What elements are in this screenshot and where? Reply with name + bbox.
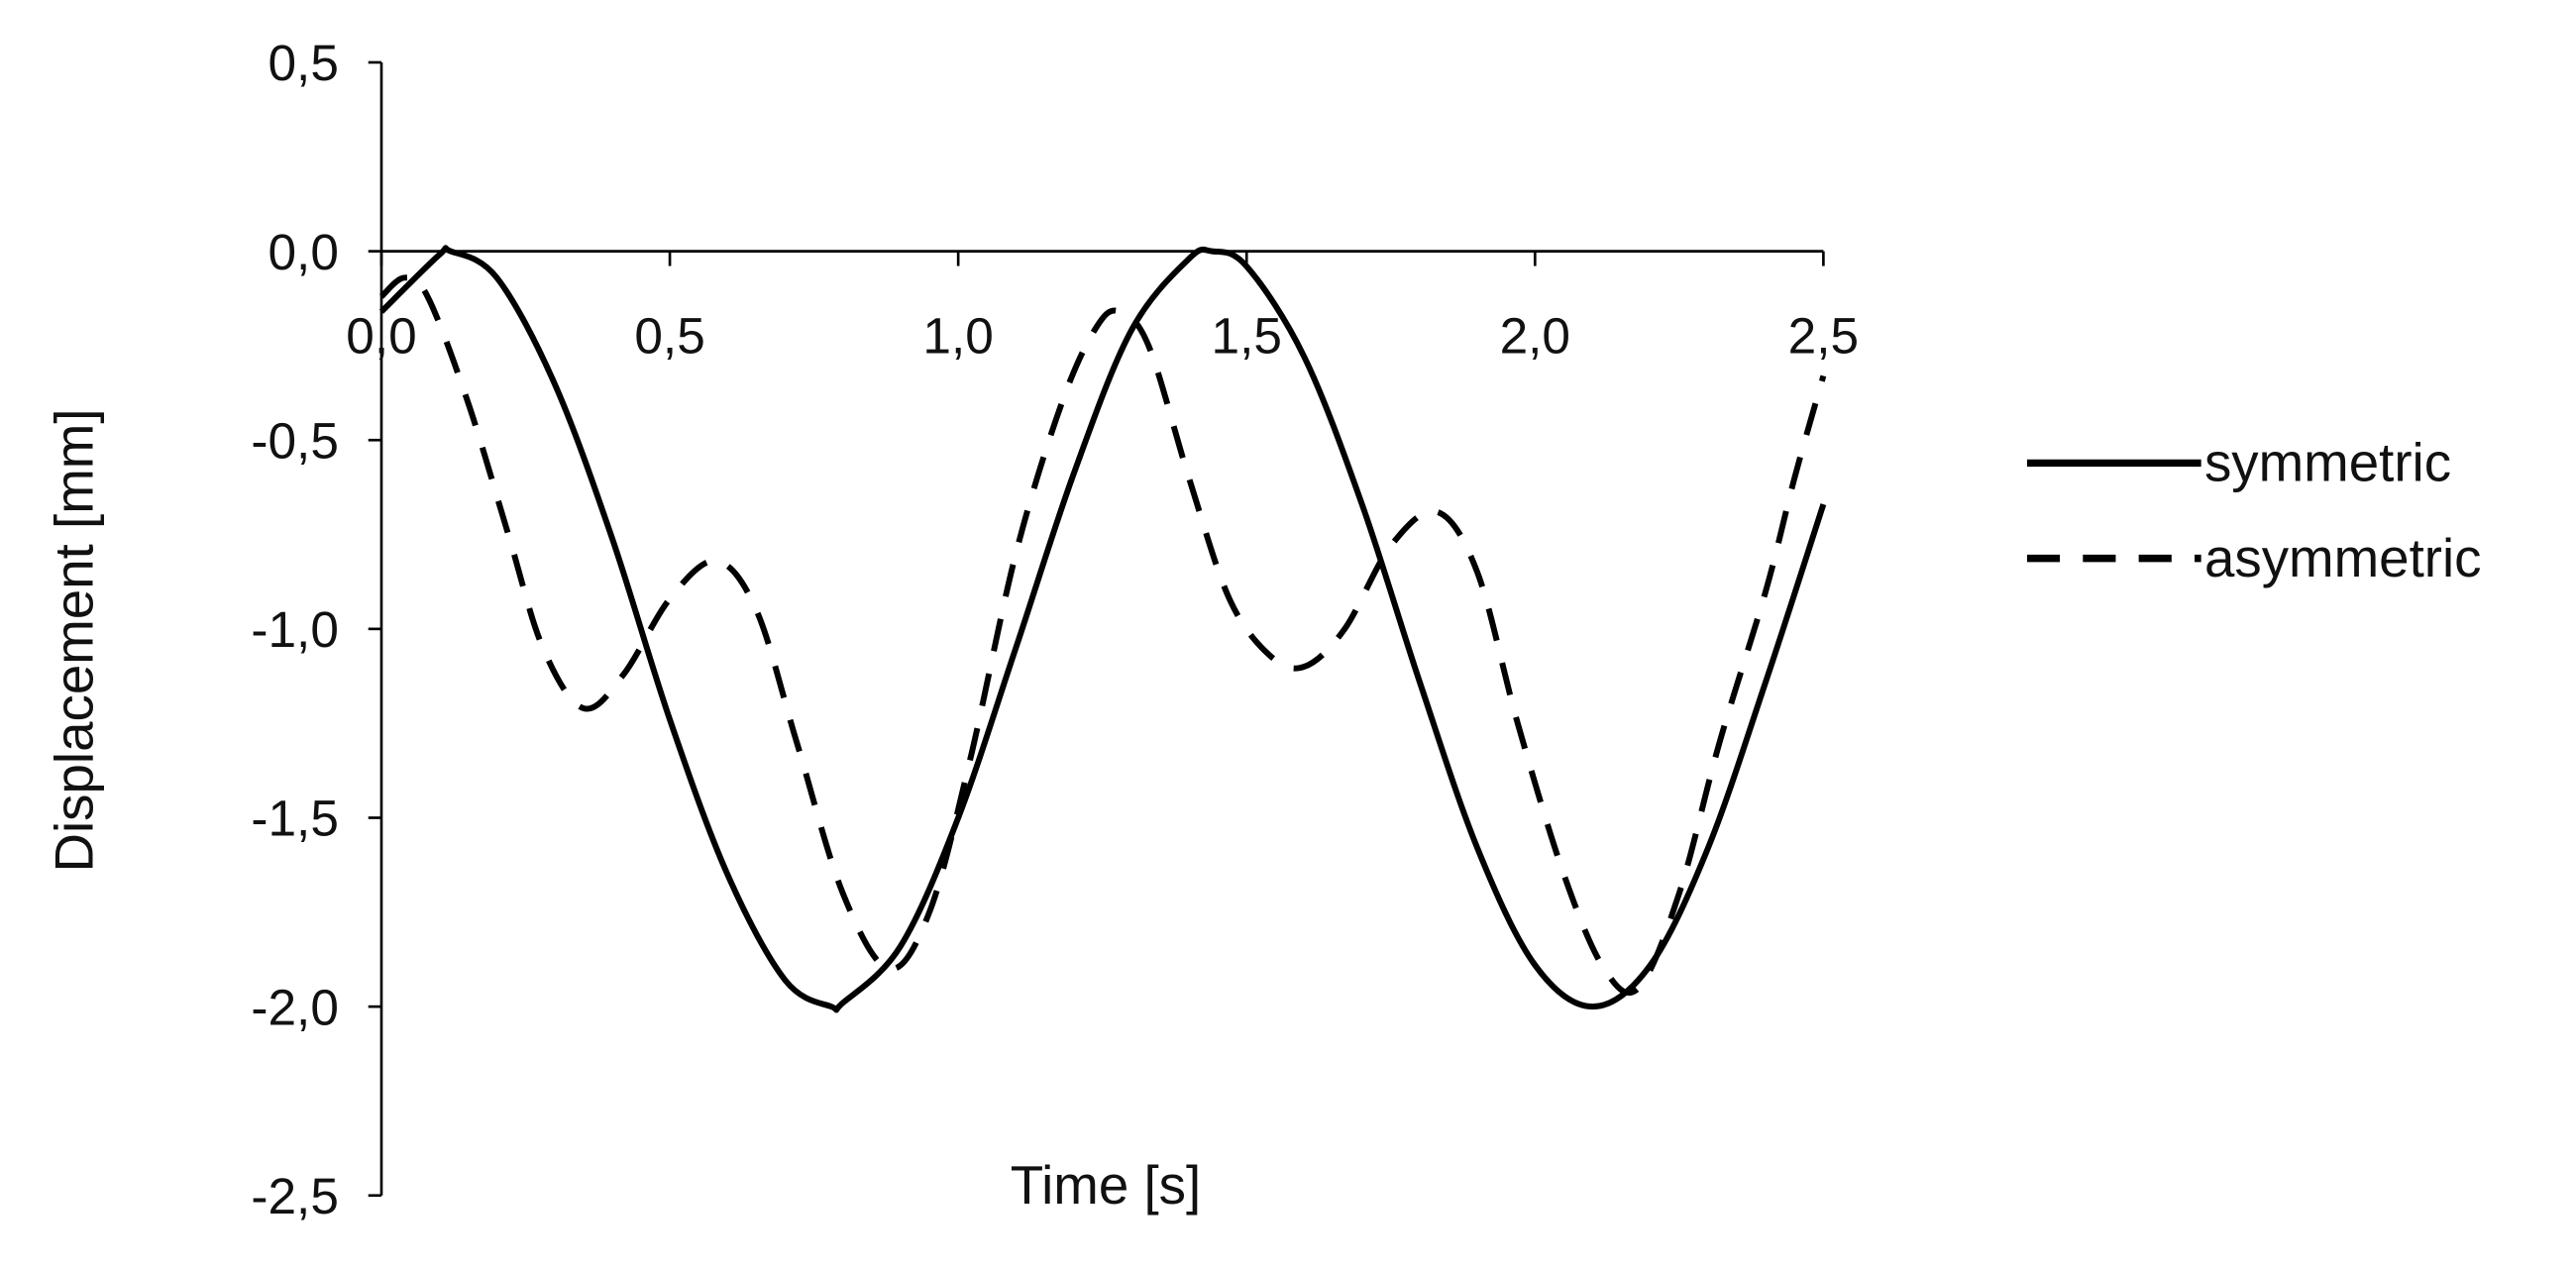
y-tick-label: -1,5: [251, 790, 339, 847]
series-line-asymmetric: [378, 274, 1827, 997]
y-tick-label: -0,5: [251, 411, 339, 469]
legend: symmetric asymmetric: [2026, 432, 2482, 588]
series-layer: [378, 245, 1827, 1013]
y-axis-title: Displacement [mm]: [43, 408, 104, 872]
y-tick-label: -1,0: [251, 600, 339, 658]
x-axis-title: Time [s]: [1011, 1154, 1201, 1216]
x-tick-label: 2,5: [1788, 306, 1859, 364]
legend-label-asymmetric: asymmetric: [2204, 527, 2482, 588]
y-tick-label: -2,0: [251, 978, 339, 1035]
x-tick-label: 2,0: [1500, 306, 1570, 364]
x-tick-label: 1,5: [1212, 306, 1282, 364]
x-tick-label: 0,5: [634, 306, 704, 364]
y-tick-label: 0,5: [268, 34, 338, 91]
y-tick-label: 0,0: [268, 223, 338, 280]
x-tick-label: 1,0: [922, 306, 993, 364]
axes-layer: 0,50,0-0,5-1,0-1,5-2,0-2,50,0 0,5 1,0 1,5 2,…: [251, 34, 1859, 1224]
x-tick-label: 0,0: [346, 306, 416, 364]
legend-label-symmetric: symmetric: [2204, 432, 2451, 493]
y-tick-label: -2,5: [251, 1167, 339, 1224]
series-line-symmetric: [378, 245, 1827, 1013]
